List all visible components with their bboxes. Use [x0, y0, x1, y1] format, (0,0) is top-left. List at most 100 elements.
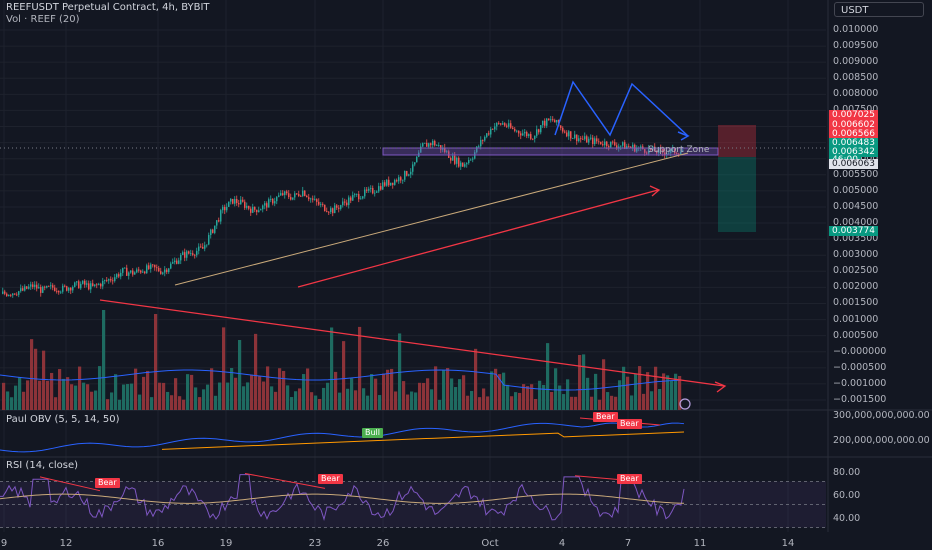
volume-bar	[410, 391, 414, 410]
currency-select[interactable]: USDT	[834, 2, 924, 17]
candle-body	[184, 252, 186, 258]
volume-bar	[370, 373, 374, 410]
volume-bar	[74, 385, 78, 410]
candle-body	[408, 174, 410, 176]
date-label: 16	[151, 538, 165, 549]
volume-bar	[590, 396, 594, 410]
candle-body	[378, 186, 380, 192]
candle-body	[596, 138, 598, 142]
candle-body	[610, 141, 612, 148]
candle-body	[226, 206, 228, 211]
date-label: 14	[781, 538, 795, 549]
volume-bar	[54, 397, 58, 410]
candle-body	[384, 182, 386, 186]
candle-body	[348, 197, 350, 206]
obv-axis-label-1: 300,000,000,000.00	[833, 410, 930, 421]
volume-bar	[662, 373, 666, 410]
candle-body	[160, 271, 162, 274]
candle-body	[402, 179, 404, 181]
candle-body	[240, 199, 242, 205]
volume-bar	[250, 374, 254, 410]
volume-bar	[674, 373, 678, 410]
candle-body	[640, 146, 642, 148]
candle-body	[138, 269, 140, 271]
candle-body	[26, 286, 28, 289]
volume-bar	[566, 379, 570, 410]
candle-body	[100, 283, 102, 287]
volume-bar	[130, 383, 134, 410]
volume-bar	[658, 388, 662, 410]
candle-body	[302, 190, 304, 197]
volume-bar	[22, 391, 26, 410]
rsi-axis-label-80: 80.00	[833, 467, 861, 478]
candle-body	[4, 291, 6, 294]
volume-bar	[270, 386, 274, 410]
price-axis-label: 0.002500	[833, 265, 879, 277]
volume-bar	[562, 394, 566, 410]
candle-body	[296, 193, 298, 195]
candle-body	[630, 146, 632, 148]
candle-body	[126, 267, 128, 276]
candle-body	[366, 189, 368, 191]
volume-bar	[170, 395, 174, 410]
candle-body	[12, 293, 14, 296]
volume-bar	[78, 366, 82, 410]
candle-body	[350, 197, 352, 201]
candle-body	[84, 280, 86, 285]
volume-bar	[466, 395, 470, 410]
price-axis-label: 0.000500	[833, 329, 879, 341]
volume-bar	[418, 382, 422, 410]
candle-body	[518, 130, 520, 134]
candle-body	[78, 281, 80, 289]
candle-body	[8, 294, 10, 297]
candle-body	[250, 208, 252, 213]
obv-bull-tag: Bull	[362, 428, 384, 438]
candle-body	[352, 195, 354, 201]
candle-body	[98, 283, 100, 285]
candle-body	[608, 146, 610, 148]
candle-body	[90, 283, 92, 290]
volume-bar	[654, 366, 658, 410]
candle-body	[134, 272, 136, 275]
volume-bar	[354, 390, 358, 410]
date-label: 9	[0, 538, 8, 549]
volume-bar	[638, 366, 642, 410]
candle-body	[204, 245, 206, 249]
candle-body	[188, 251, 190, 254]
candle-body	[432, 140, 434, 146]
candle-body	[256, 209, 258, 213]
volume-bar	[206, 384, 210, 410]
candle-body	[478, 146, 480, 148]
rsi-ma-line	[0, 493, 685, 504]
candle-body	[22, 288, 24, 291]
candle-body	[380, 186, 382, 190]
candle-body	[322, 204, 324, 205]
rsi-divergence-line	[244, 472, 326, 489]
support-zone	[382, 147, 719, 156]
candle-body	[528, 134, 530, 137]
volume-bar	[606, 392, 610, 410]
candle-body	[20, 288, 22, 292]
volume-bar	[622, 366, 626, 410]
candle-body	[326, 211, 328, 212]
pattern-arrow-head	[677, 131, 690, 141]
candle-body	[452, 155, 454, 161]
volume-bar	[294, 391, 298, 410]
date-label: 12	[59, 538, 73, 549]
candle-body	[388, 179, 390, 186]
candle-body	[316, 199, 318, 202]
candle-body	[308, 197, 310, 200]
candle-body	[334, 205, 336, 214]
candle-body	[156, 267, 158, 269]
volume-bar	[646, 372, 650, 410]
candle-body	[584, 136, 586, 140]
volume-bar	[62, 378, 66, 410]
candle-body	[14, 293, 16, 295]
candle-body	[220, 210, 222, 222]
volume-bar	[438, 399, 442, 410]
candle-body	[390, 182, 392, 186]
candle-body	[506, 125, 508, 127]
candle-body	[564, 131, 566, 133]
volume-bar	[642, 393, 646, 410]
